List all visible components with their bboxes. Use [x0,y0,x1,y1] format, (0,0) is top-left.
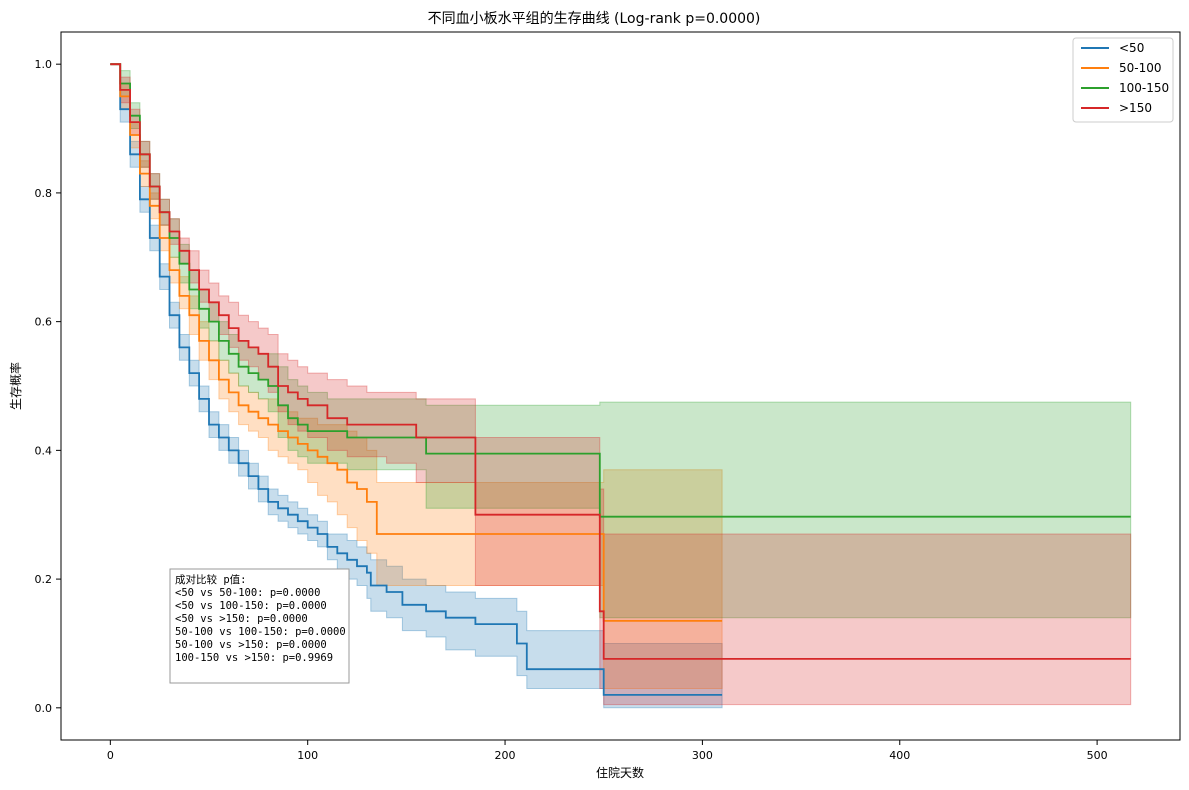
survival-line-1 [110,63,723,622]
x-tick-label: 500 [1087,749,1108,762]
annotation-line: <50 vs >150: p=0.0000 [175,613,308,625]
annotation-line: <50 vs 100-150: p=0.0000 [175,600,327,612]
legend: <50 50-100 100-150 >150 [1072,37,1174,123]
plot-frame [60,31,1181,741]
x-tick-label: 200 [495,749,516,762]
y-axis-ticks: 0.0 0.2 0.4 0.6 0.8 1.0 [35,58,61,715]
legend-box [1072,37,1174,123]
y-axis-label: 生存概率 [8,362,23,410]
confidence-bands [110,63,1132,709]
annotation-line: 100-150 vs >150: p=0.9969 [175,652,333,664]
x-tick-label: 400 [889,749,910,762]
legend-label-1: 50-100 [1119,61,1162,75]
survival-line-0 [110,63,723,696]
x-tick-label: 300 [692,749,713,762]
ci-band-3 [110,63,1132,706]
annotation-line: <50 vs 50-100: p=0.0000 [175,587,320,599]
annotation-box [169,568,350,684]
annotation-title: 成对比较 p值: [175,573,246,586]
y-tick-label: 0.6 [35,316,53,329]
y-tick-label: 0.2 [35,573,53,586]
legend-label-3: >150 [1119,101,1152,115]
y-tick-label: 0.8 [35,187,53,200]
survival-line-3 [110,63,1131,660]
y-tick-label: 1.0 [35,58,53,71]
pairwise-annotation: 成对比较 p值: <50 vs 50-100: p=0.0000 <50 vs … [169,568,350,684]
y-tick-label: 0.4 [35,444,53,457]
x-tick-label: 0 [107,749,114,762]
x-tick-label: 100 [297,749,318,762]
chart-title: 不同血小板水平组的生存曲线 (Log-rank p=0.0000) [428,11,761,27]
annotation-line: 50-100 vs 100-150: p=0.0000 [175,626,346,638]
legend-label-0: <50 [1119,41,1144,55]
x-axis-ticks: 0 100 200 300 400 500 [107,740,1108,762]
survival-lines [110,63,1131,696]
annotation-line: 50-100 vs >150: p=0.0000 [175,639,327,651]
x-axis-label: 住院天数 [596,765,644,780]
y-tick-label: 0.0 [35,702,53,715]
legend-label-2: 100-150 [1119,81,1169,95]
